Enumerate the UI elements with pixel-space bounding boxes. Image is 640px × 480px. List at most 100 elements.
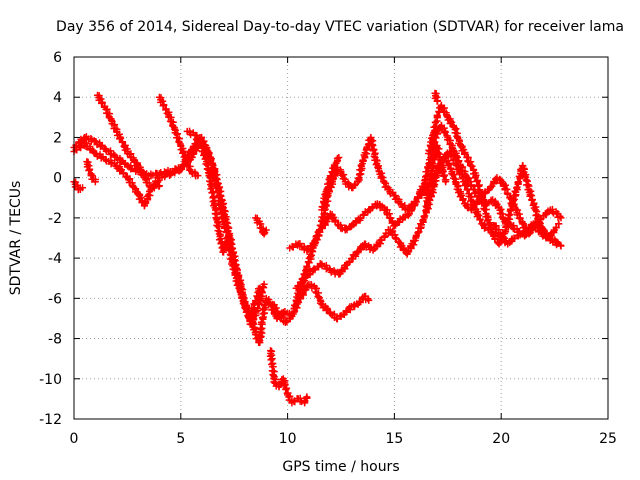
y-tick-label: 2 xyxy=(53,130,62,146)
data-point-trail xyxy=(141,187,154,208)
data-point-trail xyxy=(113,163,131,181)
data-point xyxy=(335,154,343,162)
data-point-trail xyxy=(125,175,141,197)
data-point xyxy=(365,296,373,304)
x-tick-label: 25 xyxy=(599,431,617,447)
x-tick-label: 0 xyxy=(70,431,79,447)
data-point xyxy=(91,178,99,186)
data-point-trail xyxy=(333,312,345,323)
series-track-14 xyxy=(425,101,561,248)
data-point xyxy=(442,178,450,186)
data-point-trail xyxy=(482,212,497,236)
data-point xyxy=(79,184,87,192)
chart-title: Day 356 of 2014, Sidereal Day-to-day VTE… xyxy=(56,19,624,35)
data-point-trail xyxy=(391,192,403,207)
y-tick-label: -10 xyxy=(39,372,62,388)
data-point-trail xyxy=(103,105,121,133)
data-point-trail xyxy=(470,166,483,194)
x-axis-label: GPS time / hours xyxy=(282,459,399,475)
data-point-trail xyxy=(113,154,129,168)
data-point-trail xyxy=(357,208,372,222)
data-point-trail xyxy=(183,162,194,174)
series-track-6 xyxy=(83,158,99,186)
data-point-trail xyxy=(211,206,224,236)
data-point-trail xyxy=(82,133,98,145)
data-point-trail xyxy=(228,260,241,282)
series-track-10 xyxy=(269,280,373,326)
y-tick-label: -6 xyxy=(48,291,62,307)
data-point xyxy=(555,220,563,228)
data-point-trail xyxy=(82,139,98,157)
data-point-trail xyxy=(465,192,480,213)
data-point-trail xyxy=(95,92,109,111)
data-point-trail xyxy=(429,114,441,139)
plot-frame xyxy=(73,56,609,420)
data-point-trail xyxy=(113,128,131,154)
data-point-trail xyxy=(433,144,445,169)
data-point-trail xyxy=(282,314,294,326)
data-point-trail xyxy=(327,310,339,321)
data-points xyxy=(70,89,565,407)
series-track-17 xyxy=(318,154,343,214)
data-point-trail xyxy=(203,144,216,172)
data-point-trail xyxy=(260,228,269,237)
data-point-trail xyxy=(202,160,214,185)
data-point-trail xyxy=(242,301,254,317)
series-track-2 xyxy=(93,91,163,192)
data-point-trail xyxy=(92,138,109,153)
series-track-1 xyxy=(70,133,264,322)
data-point xyxy=(260,280,268,288)
data-point-trail xyxy=(518,164,533,194)
data-point-trail xyxy=(167,166,183,178)
data-point-trail xyxy=(312,284,325,307)
series-track-15 xyxy=(431,89,441,105)
series-track-4 xyxy=(70,178,87,194)
data-point-trail xyxy=(451,125,464,149)
data-point-trail xyxy=(437,103,451,120)
data-point-trail xyxy=(511,231,522,243)
y-tick-label: 0 xyxy=(53,171,62,187)
data-point-trail xyxy=(502,202,516,231)
data-point-trail xyxy=(316,211,328,234)
data-point-trail xyxy=(330,154,342,169)
data-point-trail xyxy=(508,180,522,208)
x-tick-label: 15 xyxy=(385,431,403,447)
data-point-trail xyxy=(431,90,441,105)
data-point-trail xyxy=(237,290,248,306)
axis-ticks: 0 5 10 15 20 25 -12 -10 -8 -6 -4 -2 0 2 4 6 xyxy=(39,50,617,447)
data-point xyxy=(553,238,561,246)
data-point-trail xyxy=(208,165,223,200)
data-point-trail xyxy=(224,235,237,265)
data-point-trail xyxy=(475,188,490,218)
series-track-9 xyxy=(266,347,311,407)
x-tick-label: 20 xyxy=(492,431,510,447)
data-point-trail xyxy=(354,161,366,184)
data-point xyxy=(557,242,565,250)
data-point-trail xyxy=(270,301,282,316)
data-point xyxy=(303,393,311,401)
data-point-trail xyxy=(215,197,228,226)
data-point-trail xyxy=(266,347,277,368)
y-tick-label: 6 xyxy=(53,50,62,66)
y-tick-label: -8 xyxy=(48,332,62,348)
data-point-trail xyxy=(327,267,341,278)
data-point-trail xyxy=(166,113,184,148)
x-tick-label: 5 xyxy=(176,431,185,447)
series-track-13 xyxy=(292,148,565,292)
data-point-trail xyxy=(422,186,433,211)
series-track-8 xyxy=(252,214,270,238)
data-point-trail xyxy=(157,94,173,121)
y-tick-label: -12 xyxy=(39,412,62,428)
data-point-trail xyxy=(424,162,437,192)
data-point xyxy=(194,172,202,180)
data-point-trail xyxy=(302,281,311,294)
data-point-trail xyxy=(404,237,419,256)
series-track-5 xyxy=(70,133,268,328)
data-point-trail xyxy=(525,187,540,212)
data-point-trail xyxy=(322,175,334,196)
data-point-trail xyxy=(207,180,219,210)
y-tick-label: 4 xyxy=(53,90,62,106)
y-tick-label: -4 xyxy=(48,251,62,267)
data-point-trail xyxy=(518,227,529,238)
